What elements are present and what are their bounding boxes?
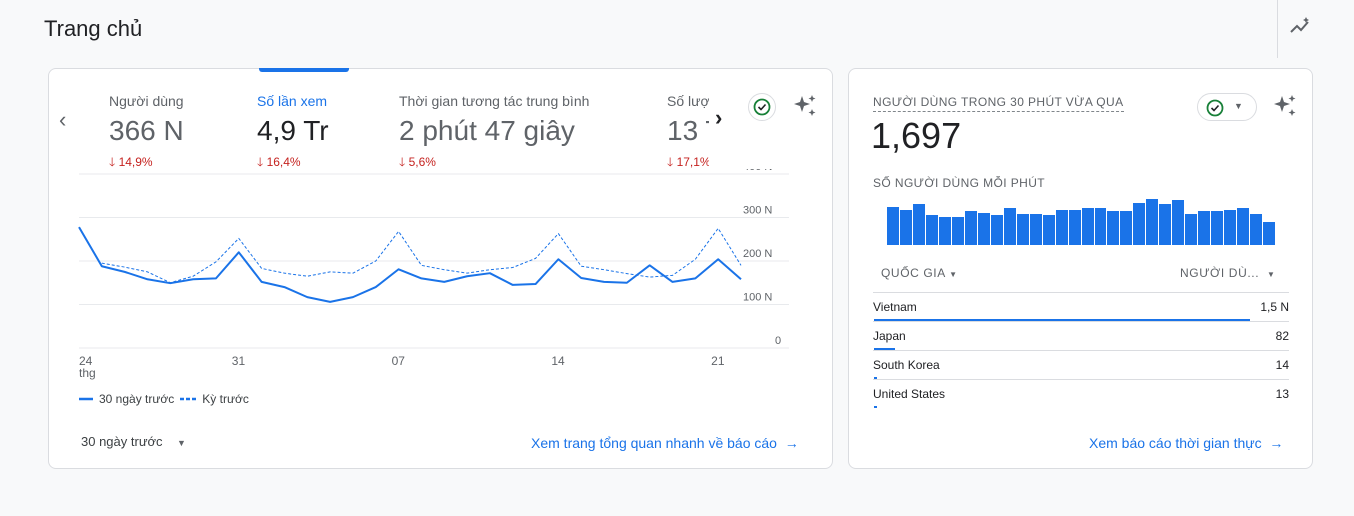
previous-period-line [101, 227, 742, 284]
minute-bar[interactable] [1042, 215, 1055, 245]
per-minute-title: SỐ NGƯỜI DÙNG MỖI PHÚT [873, 176, 1046, 190]
minute-bar[interactable] [912, 204, 925, 245]
minute-bar[interactable] [1250, 213, 1263, 245]
user-count: 14 [1275, 358, 1289, 372]
share-bar [874, 406, 878, 408]
minute-bar[interactable] [925, 215, 938, 245]
status-dropdown[interactable]: ▼ [1197, 93, 1257, 121]
minute-bar[interactable] [1068, 209, 1081, 245]
sparkle-icon[interactable] [792, 93, 818, 119]
y-tick-label: 100 N [743, 292, 772, 304]
next-metric-button[interactable]: › [715, 105, 723, 130]
y-tick-label: 0 [775, 335, 781, 347]
minute-bar[interactable] [1146, 199, 1159, 245]
country-name: Japan [873, 329, 906, 343]
minute-bar[interactable] [951, 216, 964, 245]
realtime-report-link[interactable]: Xem báo cáo thời gian thực → [1089, 435, 1284, 451]
insights-icon[interactable] [1289, 14, 1313, 38]
minute-bar[interactable] [1120, 211, 1133, 245]
share-bar [874, 348, 895, 350]
users-column-header[interactable]: NGƯỜI DÙ... ▼ [1180, 266, 1276, 280]
divider [1277, 0, 1278, 58]
share-bar [874, 319, 1251, 321]
table-row[interactable]: Japan 82 [873, 321, 1289, 350]
per-minute-bar-chart [887, 199, 1276, 245]
check-icon [1206, 99, 1224, 117]
y-tick-label: 400 N [743, 169, 772, 173]
minute-bar[interactable] [1224, 209, 1237, 245]
minute-bar[interactable] [1003, 208, 1016, 245]
country-column-header[interactable]: QUỐC GIA ▼ [881, 266, 958, 280]
metric-engagement-time[interactable]: Thời gian tương tác trung bình 2 phút 47 … [399, 93, 590, 169]
overview-card: ‹ Người dùng 366 N 🡓 14,9% Số lần xem 4,9 T… [48, 68, 833, 469]
country-name: South Korea [873, 358, 940, 372]
metric-users[interactable]: Người dùng 366 N 🡓 14,9% [109, 93, 184, 169]
minute-bar[interactable] [1081, 208, 1094, 245]
minute-bar[interactable] [1211, 211, 1224, 245]
minute-bar[interactable] [1016, 213, 1029, 245]
date-range-dropdown[interactable]: 30 ngày trước ▼ [81, 434, 186, 449]
realtime-value: 1,697 [871, 115, 962, 156]
table-row[interactable]: Vietnam 1,5 N [873, 292, 1289, 321]
x-tick-label: 07 [392, 354, 406, 368]
minute-bar[interactable] [1159, 204, 1172, 245]
minute-bar[interactable] [964, 211, 977, 245]
minute-bar[interactable] [1055, 209, 1068, 245]
minute-bar[interactable] [1094, 208, 1107, 245]
x-tick-label: 31 [232, 354, 246, 368]
minute-bar[interactable] [1107, 211, 1120, 245]
user-count: 1,5 N [1260, 300, 1289, 314]
check-icon[interactable] [748, 93, 776, 121]
country-name: United States [873, 387, 946, 401]
realtime-card: NGƯỜI DÙNG TRONG 30 PHÚT VỪA QUA 1,697 ▼… [848, 68, 1313, 469]
minute-bar[interactable] [899, 209, 912, 245]
overview-report-link[interactable]: Xem trang tổng quan nhanh về báo cáo → [531, 435, 799, 451]
user-count: 13 [1275, 387, 1289, 401]
minute-bar[interactable] [938, 216, 951, 245]
legend-current: 30 ngày trước [99, 392, 175, 406]
x-tick-label: 24 [79, 354, 93, 368]
sparkle-icon[interactable] [1272, 93, 1298, 119]
chart-legend: 30 ngày trước Kỳ trước [79, 392, 249, 406]
minute-bar[interactable] [1029, 213, 1042, 245]
minute-bar[interactable] [1237, 208, 1250, 245]
minute-bar[interactable] [977, 212, 990, 245]
country-name: Vietnam [873, 300, 917, 314]
minute-bar[interactable] [1263, 222, 1276, 245]
minute-bar[interactable] [1133, 203, 1146, 245]
minute-bar[interactable] [887, 207, 899, 245]
share-bar [874, 377, 878, 379]
table-row[interactable]: South Korea 14 [873, 350, 1289, 379]
country-table: Vietnam 1,5 N Japan 82 South Korea 14 United S… [873, 292, 1289, 408]
realtime-title: NGƯỜI DÙNG TRONG 30 PHÚT VỪA QUA [873, 95, 1124, 112]
y-tick-label: 300 N [743, 205, 772, 217]
minute-bar[interactable] [1198, 211, 1211, 245]
x-tick-label: 21 [711, 354, 725, 368]
x-tick-label: 14 [551, 354, 565, 368]
minute-bar[interactable] [1172, 200, 1185, 245]
legend-previous: Kỳ trước [202, 392, 249, 406]
user-count: 82 [1275, 329, 1289, 343]
current-period-line [78, 226, 742, 303]
table-row[interactable]: United States 13 [873, 379, 1289, 408]
active-tab-indicator [259, 68, 349, 72]
minute-bar[interactable] [990, 215, 1003, 245]
chevron-down-icon: ▼ [1234, 101, 1243, 111]
prev-metric-button[interactable]: ‹ [59, 107, 67, 132]
minute-bar[interactable] [1185, 213, 1198, 245]
x-tick-sublabel: thg [79, 366, 96, 380]
page-title: Trang chủ [44, 16, 143, 41]
y-tick-label: 200 N [743, 248, 772, 260]
metric-views[interactable]: Số lần xem 4,9 Tr 🡓 16,4% [257, 93, 329, 169]
